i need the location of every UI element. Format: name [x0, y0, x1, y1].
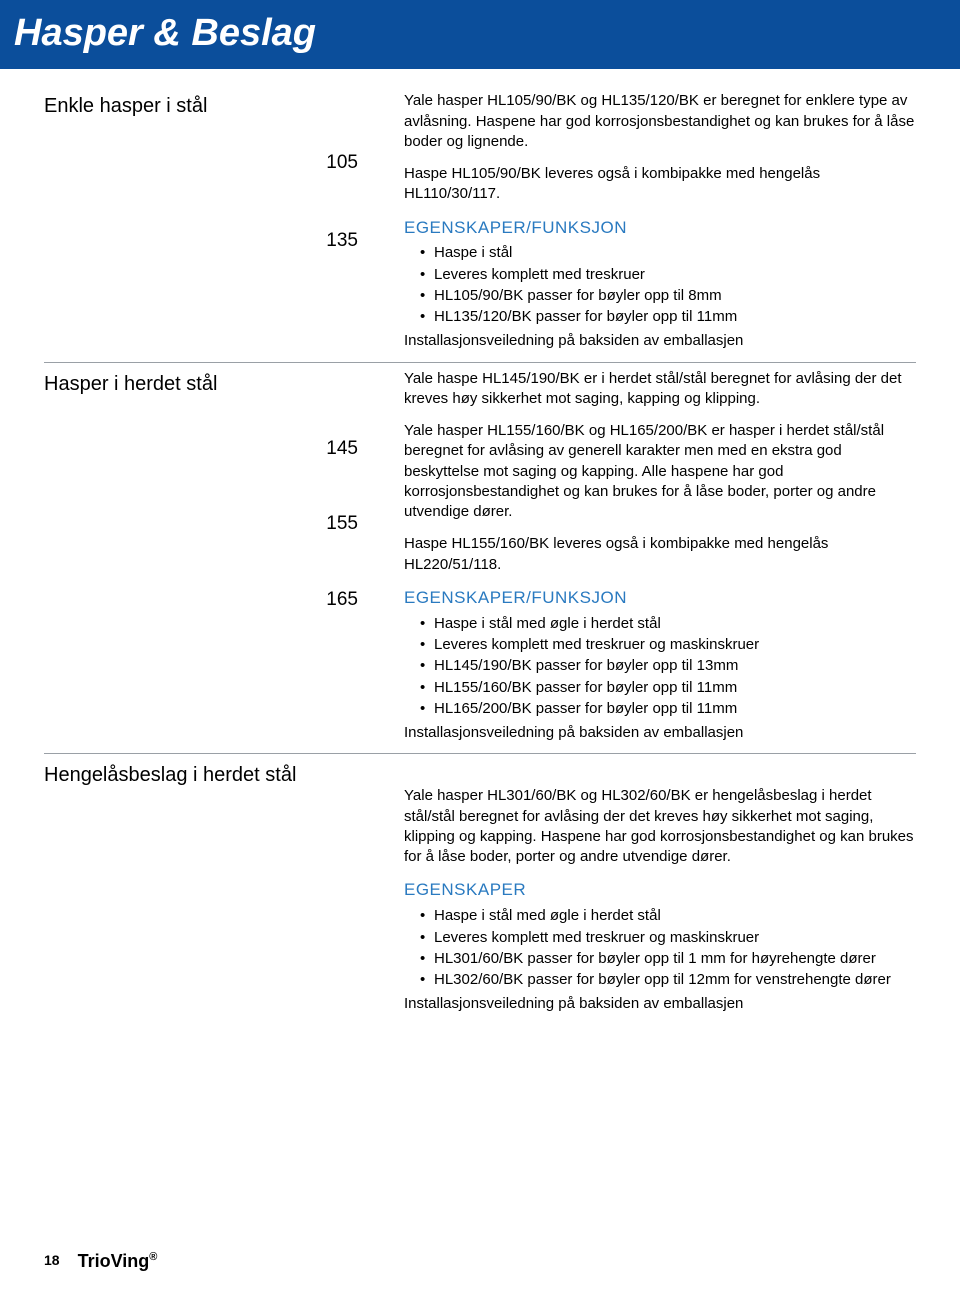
section2-p1: Yale haspe HL145/190/BK er i herdet stål…: [404, 369, 916, 410]
section1-install-note: Installasjonsveiledning på baksiden av e…: [404, 331, 916, 351]
section1-p1: Yale hasper HL105/90/BK og HL135/120/BK …: [404, 91, 916, 152]
section2-right: Yale haspe HL145/190/BK er i herdet stål…: [404, 369, 916, 750]
section-enkle-hasper: Enkle hasper i stål 105 135 Yale hasper …: [44, 91, 916, 362]
section1-bullets: Haspe i stål Leveres komplett med treskr…: [404, 243, 916, 327]
section3-bullets: Haspe i stål med øgle i herdet stål Leve…: [404, 906, 916, 990]
section2-install-note: Installasjonsveiledning på baksiden av e…: [404, 723, 916, 743]
list-item: HL145/190/BK passer for bøyler opp til 1…: [420, 656, 916, 676]
list-item: HL165/200/BK passer for bøyler opp til 1…: [420, 699, 916, 719]
page-footer: 18 TrioVing®: [44, 1249, 157, 1273]
number-165: 165: [326, 587, 358, 613]
number-135: 135: [326, 228, 358, 254]
brand-name: TrioVing: [78, 1251, 150, 1271]
section3-left: Hengelåsbeslag i herdet stål: [44, 760, 404, 1020]
number-105: 105: [326, 150, 358, 176]
list-item: HL302/60/BK passer for bøyler opp til 12…: [420, 970, 916, 990]
list-item: HL155/160/BK passer for bøyler opp til 1…: [420, 678, 916, 698]
section2-subtitle: Hasper i herdet stål: [44, 371, 404, 398]
section1-p2: Haspe HL105/90/BK leveres også i kombipa…: [404, 164, 916, 205]
registered-icon: ®: [149, 1251, 157, 1263]
section2-p3: Haspe HL155/160/BK leveres også i kombip…: [404, 534, 916, 575]
page-content: Enkle hasper i stål 105 135 Yale hasper …: [0, 73, 960, 1024]
list-item: Haspe i stål: [420, 243, 916, 263]
section3-subtitle: Hengelåsbeslag i herdet stål: [44, 762, 404, 789]
number-145: 145: [326, 436, 358, 462]
list-item: HL301/60/BK passer for bøyler opp til 1 …: [420, 949, 916, 969]
section3-p1: Yale hasper HL301/60/BK og HL302/60/BK e…: [404, 786, 916, 867]
list-item: Leveres komplett med treskruer og maskin…: [420, 928, 916, 948]
section-hengelasbeslag: Hengelåsbeslag i herdet stål Yale hasper…: [44, 760, 916, 1024]
list-item: HL105/90/BK passer for bøyler opp til 8m…: [420, 286, 916, 306]
section1-right: Yale hasper HL105/90/BK og HL135/120/BK …: [404, 91, 916, 357]
section1-numbers: 105 135: [44, 150, 404, 253]
section1-feature-heading: EGENSKAPER/FUNKSJON: [404, 217, 916, 240]
list-item: Haspe i stål med øgle i herdet stål: [420, 906, 916, 926]
brand-logo: TrioVing®: [78, 1249, 158, 1273]
section2-numbers: 145 155 165: [44, 436, 404, 613]
list-item: Leveres komplett med treskruer: [420, 265, 916, 285]
section3-install-note: Installasjonsveiledning på baksiden av e…: [404, 994, 916, 1014]
list-item: HL135/120/BK passer for bøyler opp til 1…: [420, 307, 916, 327]
section2-p2: Yale hasper HL155/160/BK og HL165/200/BK…: [404, 421, 916, 522]
section2-bullets: Haspe i stål med øgle i herdet stål Leve…: [404, 614, 916, 719]
number-155: 155: [326, 511, 358, 537]
page-title: Hasper & Beslag: [14, 8, 946, 59]
section1-left: Enkle hasper i stål 105 135: [44, 91, 404, 357]
page-header: Hasper & Beslag: [0, 0, 960, 69]
section-hasper-herdet: Hasper i herdet stål 145 155 165 Yale ha…: [44, 369, 916, 755]
list-item: Leveres komplett med treskruer og maskin…: [420, 635, 916, 655]
list-item: Haspe i stål med øgle i herdet stål: [420, 614, 916, 634]
section2-feature-heading: EGENSKAPER/FUNKSJON: [404, 587, 916, 610]
section3-feature-heading: EGENSKAPER: [404, 879, 916, 902]
section3-right: Yale hasper HL301/60/BK og HL302/60/BK e…: [404, 760, 916, 1020]
section2-left: Hasper i herdet stål 145 155 165: [44, 369, 404, 750]
page-number: 18: [44, 1251, 60, 1270]
section1-subtitle: Enkle hasper i stål: [44, 93, 404, 120]
